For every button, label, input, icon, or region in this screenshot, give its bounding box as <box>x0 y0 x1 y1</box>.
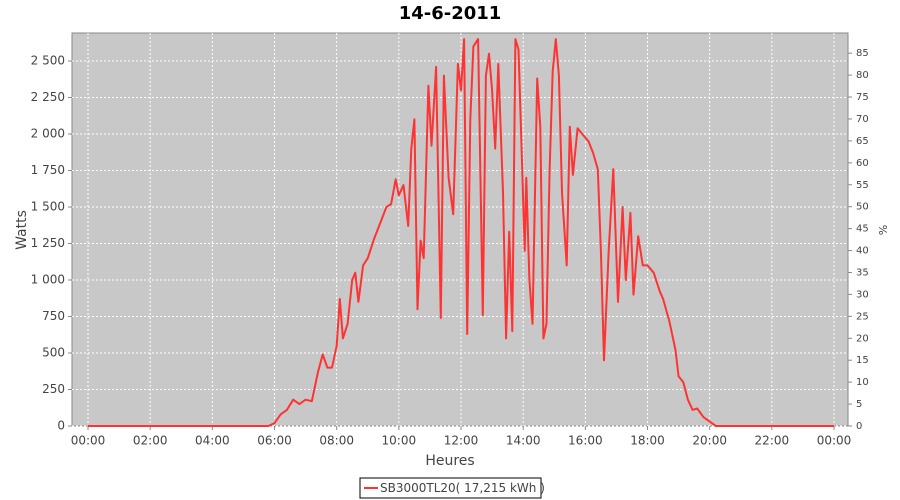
y2-tick-label: 35 <box>856 267 869 278</box>
y-tick-label: 1 250 <box>31 236 65 250</box>
y2-tick-label: 0 <box>856 421 862 432</box>
legend-label: SB3000TL20( 17,215 kWh ) <box>380 481 545 495</box>
y2-tick-label: 85 <box>856 48 869 59</box>
x-tick-label: 14:00 <box>506 434 541 448</box>
y-tick-label: 1 750 <box>31 163 65 177</box>
chart-title: 14-6-2011 <box>399 3 502 24</box>
y-tick-label: 1 000 <box>31 273 65 287</box>
y-tick-label: 2 000 <box>31 127 65 141</box>
line <box>88 38 834 427</box>
y2-tick-label: 40 <box>856 246 869 257</box>
y2-tick-label: 75 <box>856 92 869 103</box>
x-tick-label: 10:00 <box>382 434 417 448</box>
x-tick-label: 12:00 <box>444 434 479 448</box>
y2-tick-label: 15 <box>856 355 869 366</box>
x-tick-label: 08:00 <box>319 434 354 448</box>
y2-tick-label: 5 <box>856 399 862 410</box>
x-tick-label: 04:00 <box>195 434 230 448</box>
x-tick-label: 22:00 <box>755 434 790 448</box>
x-tick-label: 16:00 <box>568 434 603 448</box>
plot-area <box>71 32 849 427</box>
y-tick-label: 1 500 <box>31 200 65 214</box>
x-tick-label: 18:00 <box>630 434 665 448</box>
x-tick-label: 20:00 <box>692 434 727 448</box>
y2-tick-label: 30 <box>856 289 869 300</box>
y2-tick-label: 10 <box>856 377 869 388</box>
y-tick-label: 250 <box>42 382 65 396</box>
y2-tick-label: 20 <box>856 333 869 344</box>
y2-tick-label: 25 <box>856 311 869 322</box>
legend-box <box>359 477 542 499</box>
x-tick-label: 00:00 <box>71 434 106 448</box>
y-tick-label: 750 <box>42 309 65 323</box>
y-tick-label: 2 250 <box>31 90 65 104</box>
y-tick-label: 0 <box>57 419 65 433</box>
x-axis-label: Heures <box>425 453 474 469</box>
y-tick-label: 500 <box>42 346 65 360</box>
y2-axis-label: % <box>876 225 889 235</box>
y2-tick-label: 80 <box>856 70 869 81</box>
x-tick-label: 02:00 <box>133 434 168 448</box>
y2-tick-label: 65 <box>856 136 869 147</box>
y-tick-label: 2 500 <box>31 54 65 68</box>
y2-tick-label: 70 <box>856 114 869 125</box>
y2-tick-label: 60 <box>856 158 869 169</box>
y2-tick-label: 50 <box>856 202 869 213</box>
x-tick-label: 06:00 <box>257 434 292 448</box>
y2-tick-label: 45 <box>856 224 869 235</box>
y2-tick-label: 55 <box>856 180 869 191</box>
y-axis-label: Watts <box>14 210 30 250</box>
x-tick-label: 00:00 <box>817 434 852 448</box>
